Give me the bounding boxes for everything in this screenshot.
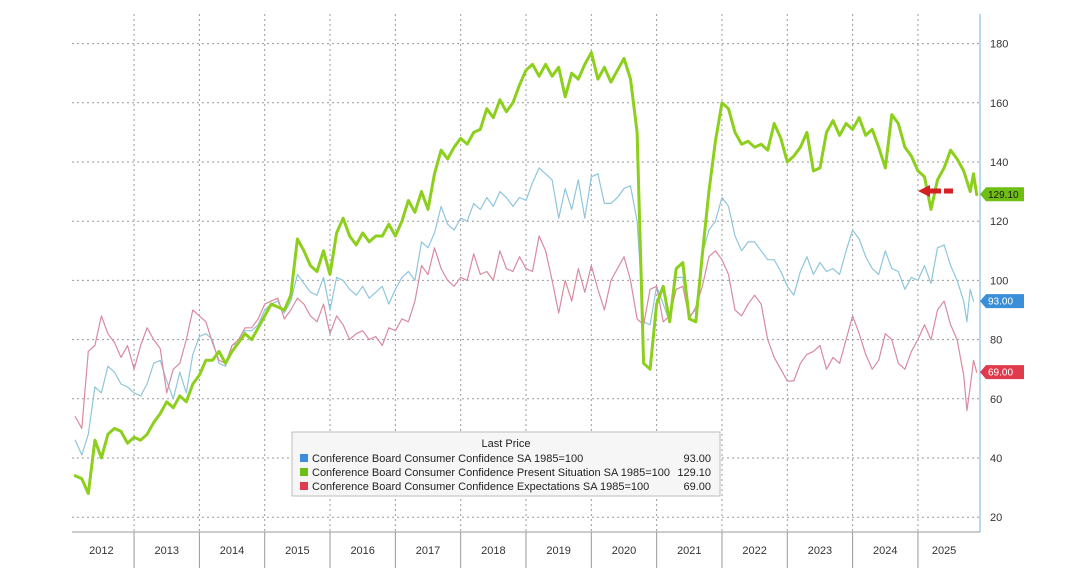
y-tick-label: 60: [990, 394, 1002, 406]
x-tick-label: 2019: [546, 545, 570, 557]
badge-shape: [980, 365, 1024, 380]
x-tick-label: 2014: [220, 545, 244, 557]
legend-swatch-present: [300, 468, 308, 476]
x-tick-label: 2025: [932, 545, 956, 557]
y-tick-label: 140: [990, 157, 1008, 169]
y-tick-label: 180: [990, 39, 1008, 51]
legend: Last Price Conference Board Consumer Con…: [291, 431, 721, 497]
legend-value-total: 93.00: [683, 453, 711, 465]
y-tick-label: 40: [990, 453, 1002, 465]
x-tick-label: 2020: [612, 545, 636, 557]
y-tick-label: 80: [990, 335, 1002, 347]
arrow-shaft: [929, 188, 941, 194]
badge-shape: [980, 187, 1024, 202]
x-axis: 2012 2013 2014 2015 2016 2017 2018 2019 2020 2021…: [72, 531, 980, 568]
x-tick-label: 2017: [416, 545, 440, 557]
y-axis: 20 40 60 80 100 120 140 160 180: [979, 14, 1008, 532]
red-arrow-pointer: [918, 185, 953, 197]
x-tick-label: 2013: [154, 545, 178, 557]
badge-present: 129.10: [980, 187, 1024, 202]
legend-swatch-total: [300, 454, 308, 462]
x-tick-label: 2021: [677, 545, 701, 557]
badge-value: 93.00: [988, 297, 1013, 308]
legend-swatch-expectations: [300, 482, 308, 490]
y-tick-label: 20: [990, 512, 1002, 524]
y-tick-label: 160: [990, 98, 1008, 110]
y-tick-label: 120: [990, 216, 1008, 228]
y-tick-label: 100: [990, 275, 1008, 287]
badge-value: 129.10: [988, 190, 1019, 201]
legend-label-expectations: Conference Board Consumer Confidence Exp…: [312, 481, 649, 493]
x-tick-label: 2024: [873, 545, 897, 557]
legend-value-expectations: 69.00: [683, 481, 711, 493]
series-line-present: [73, 51, 979, 495]
legend-label-total: Conference Board Consumer Confidence SA …: [312, 453, 583, 465]
arrow-head-icon: [918, 185, 930, 197]
x-tick-label: 2018: [481, 545, 505, 557]
legend-label-present: Conference Board Consumer Confidence Pre…: [312, 467, 670, 479]
x-tick-label: 2022: [742, 545, 766, 557]
series-lines: [73, 51, 979, 495]
badge-total: 93.00: [980, 294, 1024, 309]
x-tick-label: 2023: [808, 545, 832, 557]
badge-value: 69.00: [988, 368, 1013, 379]
x-tick-label: 2012: [89, 545, 113, 557]
legend-box: [291, 431, 721, 497]
x-tick-label: 2016: [350, 545, 374, 557]
arrow-tail: [944, 188, 953, 194]
badge-expectations: 69.00: [980, 365, 1024, 380]
last-value-badges: 93.00 129.10 69.00: [980, 187, 1024, 380]
legend-title: Last Price: [482, 438, 531, 450]
legend-value-present: 129.10: [677, 467, 711, 479]
badge-shape: [980, 294, 1024, 309]
x-tick-label: 2015: [285, 545, 309, 557]
